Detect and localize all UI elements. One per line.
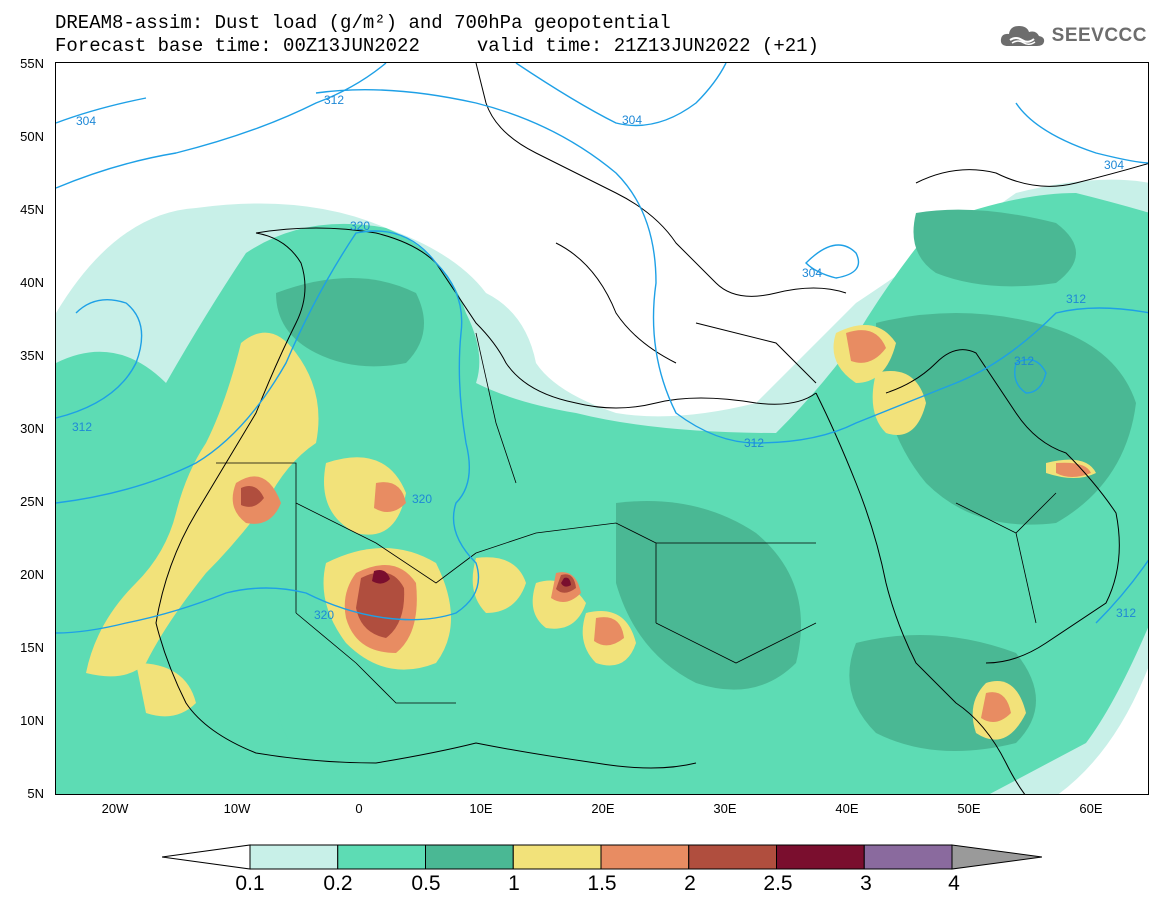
colorbar-tick-label: 0.2 [323, 872, 353, 895]
lat-label-40n: 40N [20, 275, 44, 290]
contour-label: 304 [622, 113, 642, 127]
lat-label-25n: 25N [20, 494, 44, 509]
contour-label: 312 [1116, 606, 1136, 620]
contour-label: 320 [314, 608, 334, 622]
colorbar-tick-label: 1 [508, 872, 520, 895]
colorbar-cell [776, 844, 865, 870]
map-canvas: 304 312 304 304 320 304 312 312 320 312 … [56, 63, 1148, 794]
colorbar-cell [863, 844, 953, 870]
contour-312-main [315, 88, 1148, 444]
contour-312-west [56, 299, 143, 419]
lon-label-60e: 60E [1079, 801, 1103, 816]
lat-label-55n: 55N [20, 56, 44, 71]
colorbar-tick-label: 3 [860, 872, 872, 895]
contour-312-arabian-sea [1095, 559, 1148, 624]
lon-label-0: 0 [355, 801, 363, 816]
colorbar-cells [249, 844, 953, 870]
colorbar-cell [425, 844, 514, 870]
colorbar-cell [600, 844, 690, 870]
lon-label-40e: 40E [835, 801, 859, 816]
colorbar-tick-label: 1.5 [587, 872, 617, 895]
contour-320 [56, 230, 480, 634]
contour-label: 320 [350, 219, 370, 233]
seevccc-logo: SEEVCCC [998, 22, 1147, 50]
contour-label: 312 [744, 436, 764, 450]
lat-label-45n: 45N [20, 202, 44, 217]
lat-label-35n: 35N [20, 348, 44, 363]
lat-label-50n: 50N [20, 129, 44, 144]
lon-label-10e: 10E [469, 801, 493, 816]
colorbar-tick-label: 4 [948, 872, 960, 895]
contour-label: 304 [802, 266, 822, 280]
coastlines [155, 63, 1148, 794]
contour-304-north-west [56, 63, 387, 189]
map-title: DREAM8-assim: Dust load (g/m²) and 700hP… [55, 12, 671, 34]
lon-label-50e: 50E [957, 801, 981, 816]
contour-label: 312 [1066, 292, 1086, 306]
colorbar-cell [512, 844, 602, 870]
dust-layer-2.5 [372, 570, 571, 587]
contour-312-iran [1014, 359, 1047, 394]
contour-304-central [515, 63, 727, 127]
contour-304-black-sea [805, 244, 860, 279]
contour-label-group: 304 312 304 304 320 304 312 312 320 312 … [72, 93, 1136, 622]
colorbar-cap-low [162, 844, 251, 870]
lat-label-5n: 5N [27, 786, 44, 801]
colorbar-cell [688, 844, 777, 870]
lon-label-30e: 30E [713, 801, 737, 816]
contour-304-far-north [56, 97, 147, 124]
lat-label-20n: 20N [20, 567, 44, 582]
country-borders [216, 332, 1057, 704]
logo-text: SEEVCCC [1051, 25, 1147, 46]
colorbar-cell [249, 844, 339, 870]
contour-label: 304 [76, 114, 96, 128]
colorbar [162, 844, 1042, 870]
map-subtitle: Forecast base time: 00Z13JUN2022 valid t… [55, 35, 819, 57]
colorbar-cell [337, 844, 426, 870]
lat-label-15n: 15N [20, 640, 44, 655]
lon-label-20w: 20W [101, 801, 129, 816]
contour-label: 320 [412, 492, 432, 506]
colorbar-tick-label: 0.5 [411, 872, 441, 895]
colorbar-cap-high [951, 844, 1042, 870]
dust-layer-0.5 [276, 209, 1136, 751]
contour-304-east [1015, 102, 1148, 164]
geopotential-contours [56, 63, 1148, 634]
dust-layer-2 [241, 485, 576, 638]
colorbar-tick-label: 0.1 [235, 872, 265, 895]
lat-label-30n: 30N [20, 421, 44, 436]
colorbar-tick-label: 2 [684, 872, 696, 895]
contour-label: 312 [72, 420, 92, 434]
cloud-icon [1000, 26, 1044, 46]
lat-label-10n: 10N [20, 713, 44, 728]
contour-label: 312 [1014, 354, 1034, 368]
contour-label: 304 [1104, 158, 1124, 172]
dust-load-map: 304 312 304 304 320 304 312 312 320 312 … [55, 62, 1149, 795]
lon-label-10w: 10W [223, 801, 251, 816]
colorbar-tick-label: 2.5 [763, 872, 793, 895]
lon-label-20e: 20E [591, 801, 615, 816]
contour-label: 312 [324, 93, 344, 107]
